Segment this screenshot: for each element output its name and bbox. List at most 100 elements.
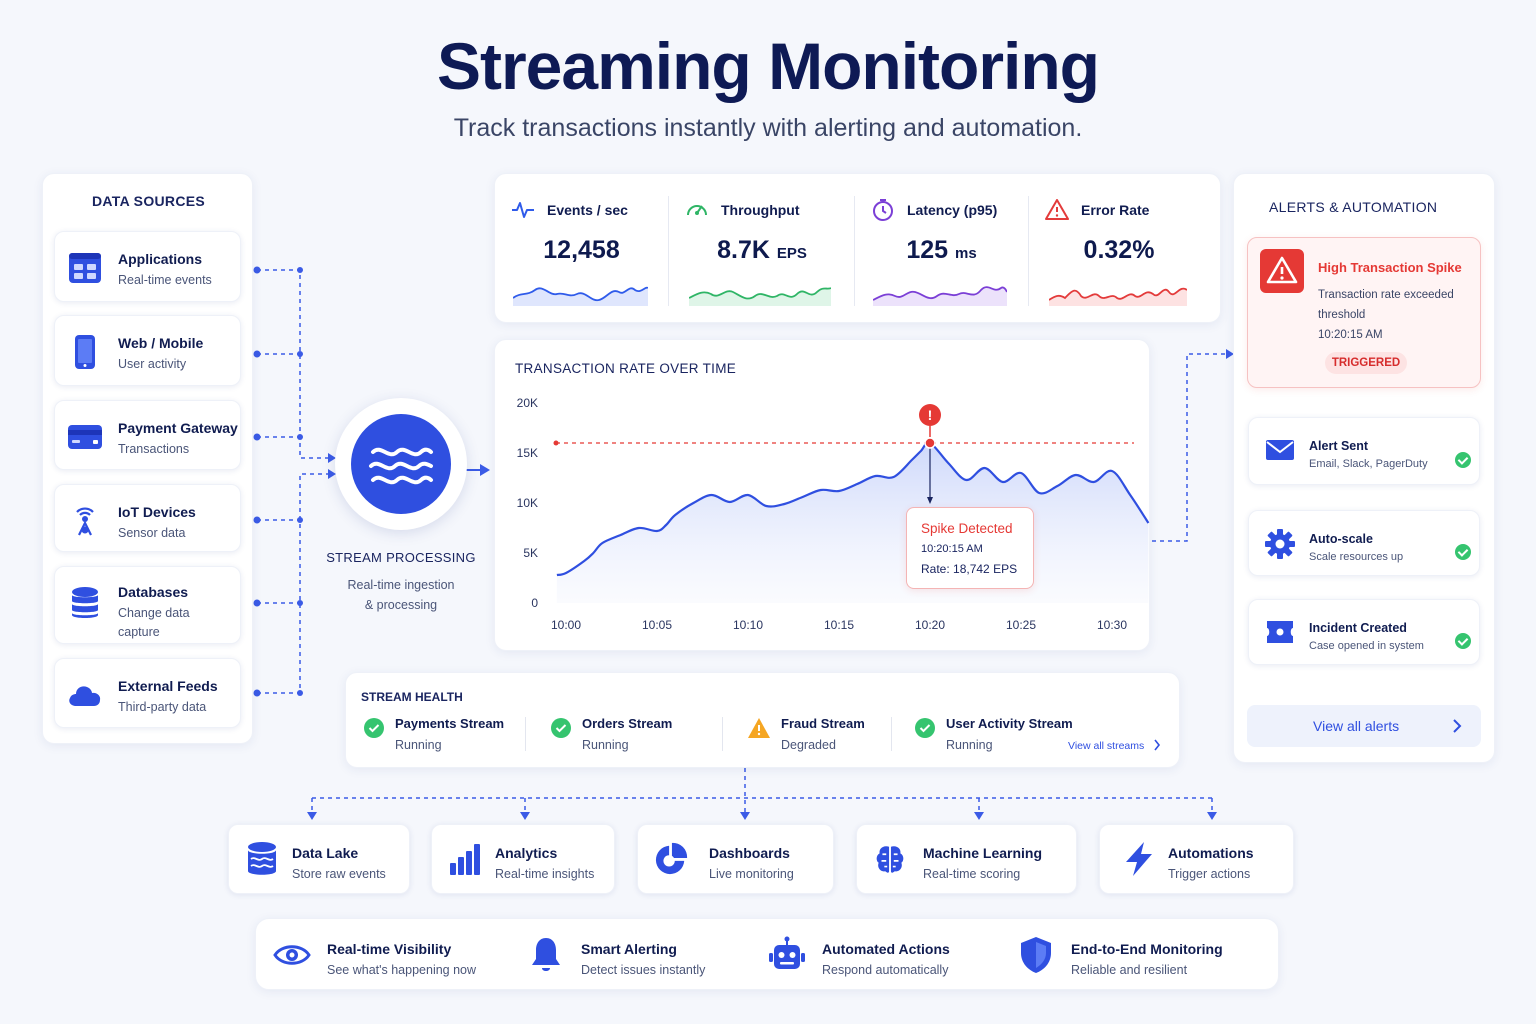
source-payment-gateway[interactable]: Payment Gateway Transactions: [54, 400, 241, 470]
bar-chart-icon: [450, 844, 480, 875]
feature-subtitle: Detect issues instantly: [581, 963, 706, 978]
source-applications[interactable]: Applications Real-time events: [54, 231, 241, 302]
view-all-alerts-label: View all alerts: [1313, 718, 1400, 734]
chevron-right-icon: [1453, 719, 1462, 733]
destination-subtitle: Real-time insights: [495, 866, 595, 881]
metric-number: 12,458: [543, 236, 620, 264]
source-title: Payment Gateway: [118, 420, 238, 436]
destination-dashboards[interactable]: Dashboards Live monitoring: [637, 824, 834, 894]
destination-automations[interactable]: Automations Trigger actions: [1099, 824, 1294, 894]
source-iot-devices[interactable]: IoT Devices Sensor data: [54, 484, 241, 552]
source-title: External Feeds: [118, 678, 218, 694]
metric-number: 0.32%: [1083, 236, 1155, 264]
stream-name: Payments Stream: [395, 716, 505, 731]
stream-name: User Activity Stream: [946, 716, 1073, 731]
spike-rate-label: Rate:: [921, 562, 950, 576]
shield-icon: [1021, 937, 1051, 973]
high-transaction-spike-alert[interactable]: High Transaction Spike Transaction rate …: [1247, 237, 1481, 388]
warning-triangle-icon: [1045, 199, 1069, 220]
alert-desc-line2: threshold: [1318, 309, 1366, 322]
feature-title: Automated Actions: [822, 941, 950, 957]
stream-processing-node[interactable]: [335, 398, 467, 530]
metric-label: Throughput: [721, 202, 800, 218]
spike-rate: Rate: 18,742 EPS: [921, 562, 1017, 576]
warning-triangle-icon: [1260, 249, 1304, 293]
metric-value: 125 ms: [855, 236, 1028, 265]
alerts-title: ALERTS & AUTOMATION: [1269, 199, 1438, 215]
metric-value: 0.32%: [1029, 236, 1209, 265]
view-all-alerts-button[interactable]: View all alerts: [1247, 705, 1481, 747]
view-all-streams-label: View all streams: [1068, 740, 1145, 752]
lightning-icon: [1126, 842, 1152, 876]
metric-number: 8.7K: [717, 236, 770, 264]
destination-title: Automations: [1168, 845, 1254, 861]
stream-status: Running: [395, 737, 442, 752]
x-tick-label: 10:25: [1006, 618, 1036, 632]
check-icon: [1455, 544, 1471, 560]
alert-step-incident-created[interactable]: Incident Created Case opened in system: [1248, 599, 1480, 665]
envelope-icon: [1266, 440, 1294, 460]
y-tick-label: 0: [531, 596, 538, 610]
eye-icon: [273, 945, 311, 965]
step-subtitle: Email, Slack, PagerDuty: [1309, 458, 1428, 470]
feature-subtitle: Respond automatically: [822, 963, 949, 978]
destination-title: Dashboards: [709, 845, 790, 861]
destination-data-lake[interactable]: Data Lake Store raw events: [228, 824, 410, 894]
destination-subtitle: Trigger actions: [1168, 866, 1251, 881]
source-databases[interactable]: Databases Change data capture: [54, 566, 241, 644]
destination-subtitle: Real-time scoring: [923, 866, 1021, 881]
stream-processing-sub1: Real-time ingestion: [347, 578, 455, 592]
source-title: Web / Mobile: [118, 335, 204, 351]
step-title: Alert Sent: [1309, 439, 1369, 453]
check-icon: [1455, 452, 1471, 468]
x-tick-label: 10:15: [824, 618, 854, 632]
check-circle-icon: [915, 718, 935, 738]
source-subtitle: Third-party data: [118, 699, 207, 714]
transaction-rate-chart[interactable]: 0 5K 10K 15K 20K 10:00 10:05 10:10 10:15 10:20 10…: [494, 339, 1150, 651]
y-tick-label: 20K: [517, 396, 538, 410]
metric-label: Latency (p95): [907, 202, 998, 218]
stream-health-title: STREAM HEALTH: [361, 690, 463, 704]
destination-machine-learning[interactable]: Machine Learning Real-time scoring: [856, 824, 1077, 894]
spike-marker[interactable]: [924, 437, 936, 449]
view-all-streams-link[interactable]: View all streams: [1068, 739, 1161, 752]
page-title: Streaming Monitoring: [437, 29, 1100, 103]
alert-exclamation-icon: !: [919, 404, 941, 426]
alert-step-auto-scale[interactable]: Auto-scale Scale resources up: [1248, 510, 1480, 576]
source-web-mobile[interactable]: Web / Mobile User activity: [54, 315, 241, 386]
destination-analytics[interactable]: Analytics Real-time insights: [431, 824, 615, 894]
metric-events-per-sec[interactable]: Events / sec 12,458: [495, 174, 668, 324]
source-subtitle: Transactions: [118, 441, 190, 456]
metric-throughput[interactable]: Throughput 8.7K EPS: [669, 174, 855, 324]
stream-status: Running: [946, 737, 993, 752]
warning-triangle-icon: [748, 718, 770, 738]
x-tick-label: 10:30: [1097, 618, 1127, 632]
stream-name: Orders Stream: [582, 716, 673, 731]
iot-sensor-icon: [76, 507, 94, 536]
source-title: Applications: [118, 251, 203, 267]
metric-latency[interactable]: Latency (p95) 125 ms: [855, 174, 1028, 324]
stream-status: Degraded: [781, 737, 836, 752]
source-subtitle: Real-time events: [118, 272, 212, 287]
spike-pointer-arrow: [927, 497, 933, 504]
alert-title: High Transaction Spike: [1318, 260, 1462, 275]
source-external-feeds[interactable]: External Feeds Third-party data: [54, 658, 241, 728]
feature-title: End-to-End Monitoring: [1071, 941, 1223, 957]
pie-chart-icon: [655, 842, 688, 875]
source-title: IoT Devices: [118, 504, 196, 520]
metric-error-rate[interactable]: Error Rate 0.32%: [1029, 174, 1209, 324]
check-icon: [1455, 633, 1471, 649]
feature-subtitle: Reliable and resilient: [1071, 963, 1188, 978]
timer-icon: [873, 199, 893, 221]
source-subtitle: Sensor data: [118, 525, 186, 540]
source-subtitle-line2: capture: [118, 625, 160, 640]
destination-title: Data Lake: [292, 845, 359, 861]
metric-value: 8.7K EPS: [669, 236, 855, 265]
alert-step-alert-sent[interactable]: Alert Sent Email, Slack, PagerDuty: [1248, 417, 1480, 485]
robot-icon: [769, 936, 805, 969]
metric-unit: EPS: [776, 245, 807, 262]
spike-detected-tooltip[interactable]: Spike Detected 10:20:15 AM Rate: 18,742 …: [906, 507, 1034, 589]
metrics-panel: Events / sec 12,458 Throughput 8.7K EPS …: [494, 173, 1221, 323]
gear-icon: [1265, 529, 1295, 559]
